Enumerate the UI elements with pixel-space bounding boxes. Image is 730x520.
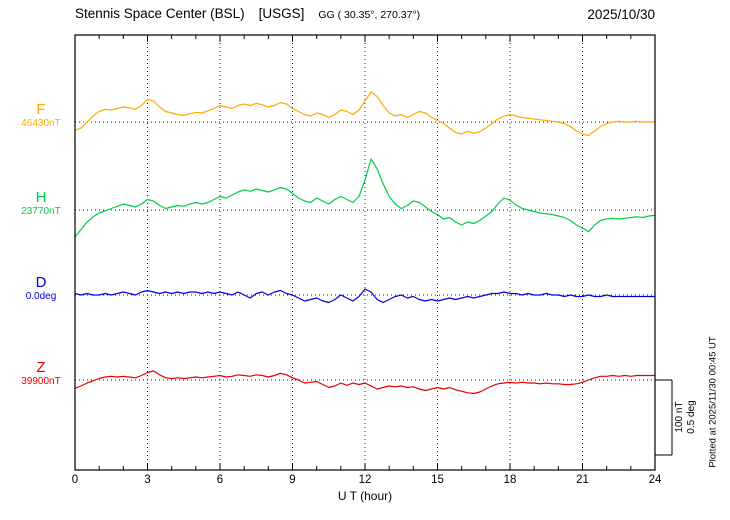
trace-label-H: H 23770nT [12,189,70,218]
x-tick-label: 21 [576,474,589,486]
trace-baseline-H: 23770nT [21,206,61,217]
x-axis-label: U T (hour) [337,489,393,503]
trace-line-D [74,288,656,304]
scale-bar-label: 100 nT 0.5 deg [674,400,698,433]
scale-bar-deg: 0.5 deg [686,400,697,434]
x-tick-label: 12 [358,474,372,486]
x-tick-label: 24 [648,474,662,486]
trace-baseline-Z: 39900nT [21,376,61,387]
scale-bar-nt: 100 nT [674,401,685,433]
trace-letter-Z: Z [36,359,46,376]
header: Stennis Space Center (BSL) [USGS] GG ( 3… [75,6,420,21]
trace-baseline-F: 46430nT [21,118,61,129]
x-tick-label: 18 [503,474,517,486]
trace-letter-D: D [35,274,47,291]
trace-line-Z [74,370,656,395]
trace-label-Z: Z 39900nT [12,359,70,388]
station-title: Stennis Space Center (BSL) [75,6,245,21]
trace-label-F: F 46430nT [12,101,70,130]
plotted-at-note: Plotted at 2025/11/30 00:45 UT [707,336,719,468]
trace-baseline-D: 0.0deg [25,291,57,302]
trace-letter-F: F [36,101,46,118]
x-tick-label: 9 [289,474,296,486]
geographic-coords: GG ( 30.35°, 270.37°) [318,9,421,21]
trace-label-D: D 0.0deg [12,274,70,303]
trace-letter-H: H [35,189,47,206]
trace-line-F [74,91,656,137]
x-tick-label: 3 [144,474,151,486]
trace-line-H [74,158,656,238]
agency-label: [USGS] [258,6,305,21]
x-tick-label: 0 [71,474,79,486]
plot-date: 2025/10/30 [587,7,655,22]
x-tick-label: 15 [431,474,444,486]
x-tick-label: 6 [216,474,224,486]
